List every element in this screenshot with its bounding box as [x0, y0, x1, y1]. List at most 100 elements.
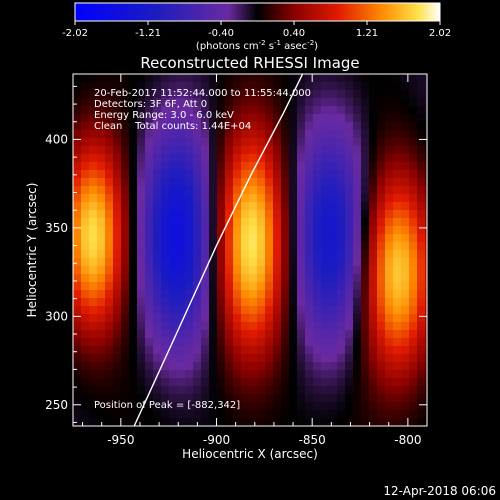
heatmap-cell	[321, 258, 330, 267]
heatmap-cell	[385, 362, 394, 371]
heatmap-cell	[129, 98, 138, 107]
heatmap-cell	[417, 314, 426, 323]
heatmap-cell	[321, 418, 330, 426]
heatmap-cell	[137, 82, 146, 91]
heatmap-cell	[313, 314, 322, 323]
heatmap-cell	[401, 106, 410, 115]
heatmap-cell	[105, 394, 114, 403]
heatmap-cell	[257, 266, 266, 275]
heatmap-cell	[217, 346, 226, 355]
heatmap-cell	[81, 346, 90, 355]
heatmap-cell	[81, 314, 90, 323]
heatmap-cell	[329, 130, 338, 139]
heatmap-cell	[185, 410, 194, 419]
heatmap-cell	[353, 146, 362, 155]
heatmap-cell	[137, 274, 146, 283]
heatmap-cell	[393, 242, 402, 251]
heatmap-cell	[241, 122, 250, 131]
heatmap-cell	[417, 202, 426, 211]
heatmap-cell	[89, 290, 98, 299]
heatmap-cell	[97, 346, 106, 355]
heatmap-cell	[201, 82, 210, 91]
heatmap-cell	[153, 274, 162, 283]
heatmap-cell	[209, 154, 218, 163]
heatmap-cell	[105, 114, 114, 123]
heatmap-cell	[289, 154, 298, 163]
heatmap-cell	[377, 378, 386, 387]
heatmap-cell	[113, 178, 122, 187]
heatmap-cell	[73, 386, 82, 395]
heatmap-cell	[377, 266, 386, 275]
heatmap-cell	[345, 74, 354, 83]
heatmap-cell	[313, 162, 322, 171]
heatmap-cell	[129, 218, 138, 227]
heatmap-cell	[161, 258, 170, 267]
heatmap-cell	[393, 282, 402, 291]
heatmap-cell	[409, 146, 418, 155]
heatmap-cell	[201, 410, 210, 419]
heatmap-cell	[409, 346, 418, 355]
heatmap-cell	[385, 298, 394, 307]
heatmap-cell	[145, 154, 154, 163]
heatmap-cell	[233, 418, 242, 426]
heatmap-cell	[345, 338, 354, 347]
heatmap-cell	[177, 202, 186, 211]
heatmap-cell	[313, 362, 322, 371]
heatmap-cell	[257, 338, 266, 347]
heatmap-cell	[121, 154, 130, 163]
heatmap-cell	[377, 194, 386, 203]
heatmap-cell	[105, 186, 114, 195]
heatmap-cell	[89, 122, 98, 131]
heatmap-cell	[321, 314, 330, 323]
heatmap-cell	[273, 202, 282, 211]
heatmap-cell	[329, 410, 338, 419]
heatmap-cell	[313, 242, 322, 251]
heatmap-cell	[145, 386, 154, 395]
heatmap-cell	[297, 202, 306, 211]
heatmap-cell	[401, 282, 410, 291]
heatmap-cell	[313, 258, 322, 267]
heatmap-cell	[73, 258, 82, 267]
heatmap-cell	[377, 258, 386, 267]
heatmap-cell	[353, 178, 362, 187]
heatmap-cell	[337, 218, 346, 227]
heatmap-cell	[313, 170, 322, 179]
footer-date: 12-Apr-2018 06:06	[383, 484, 496, 498]
heatmap-cell	[225, 354, 234, 363]
heatmap-cell	[337, 82, 346, 91]
heatmap-cell	[417, 386, 426, 395]
heatmap-cell	[81, 306, 90, 315]
heatmap-cell	[121, 170, 130, 179]
heatmap-cell	[265, 322, 274, 331]
y-tick-label: 250	[45, 398, 68, 412]
heatmap-cell	[337, 146, 346, 155]
heatmap-cell	[193, 98, 202, 107]
heatmap-cell	[337, 90, 346, 99]
heatmap-cell	[89, 282, 98, 291]
heatmap-cell	[169, 274, 178, 283]
heatmap-cell	[241, 82, 250, 91]
x-axis-ticks: -950 -900 -850 -800	[82, 74, 428, 447]
heatmap-cell	[145, 330, 154, 339]
heatmap-cell	[265, 290, 274, 299]
heatmap-cell	[161, 98, 170, 107]
heatmap-cell	[369, 298, 378, 307]
heatmap-cell	[193, 90, 202, 99]
heatmap-cell	[281, 250, 290, 259]
heatmap-cell	[273, 402, 282, 411]
heatmap-cell	[385, 402, 394, 411]
heatmap-cell	[185, 90, 194, 99]
heatmap-cell	[265, 362, 274, 371]
heatmap-cell	[137, 106, 146, 115]
heatmap-cell	[201, 226, 210, 235]
heatmap-cell	[161, 202, 170, 211]
heatmap-cell	[401, 410, 410, 419]
heatmap-cell	[201, 194, 210, 203]
heatmap-cell	[161, 226, 170, 235]
heatmap-cell	[257, 114, 266, 123]
heatmap-cell	[305, 258, 314, 267]
heatmap-cell	[105, 138, 114, 147]
heatmap-cell	[161, 306, 170, 315]
heatmap-cell	[81, 114, 90, 123]
heatmap-cell	[377, 410, 386, 419]
